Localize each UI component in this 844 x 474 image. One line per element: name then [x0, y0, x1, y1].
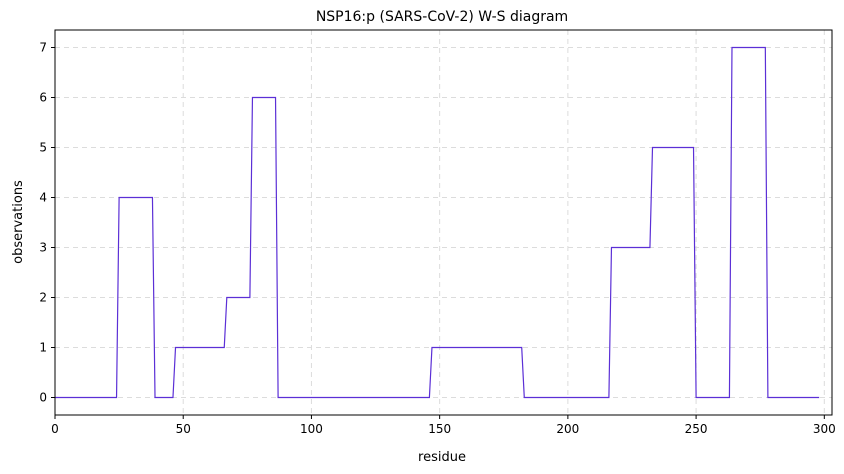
x-tick-label: 100: [300, 422, 323, 436]
plot-frame: [54, 29, 833, 416]
x-tick-label: 250: [685, 422, 708, 436]
x-tick-label: 50: [176, 422, 191, 436]
y-tick-label: 3: [39, 241, 47, 255]
y-tick-label: 2: [39, 291, 47, 305]
series-line: [55, 46, 820, 399]
y-tick-label: 4: [39, 191, 47, 205]
x-tick-label: 200: [556, 422, 579, 436]
series-layer: [55, 46, 820, 399]
y-tick-label: 1: [39, 341, 47, 355]
y-tick-label: 0: [39, 391, 47, 405]
y-axis: 0 1 2 3 4 5 6 7: [39, 41, 55, 405]
y-axis-title: observations: [11, 180, 26, 264]
x-axis-title: residue: [418, 450, 466, 465]
x-tick-label: 300: [813, 422, 836, 436]
x-axis: 0 50 100 150 200 250 300: [51, 415, 836, 436]
y-tick-label: 5: [39, 141, 47, 155]
x-tick-label: 150: [428, 422, 451, 436]
chart-title: NSP16:p (SARS-CoV-2) W-S diagram: [316, 9, 568, 25]
y-tick-label: 6: [39, 91, 47, 105]
x-tick-label: 0: [51, 422, 59, 436]
y-tick-label: 7: [39, 41, 47, 55]
